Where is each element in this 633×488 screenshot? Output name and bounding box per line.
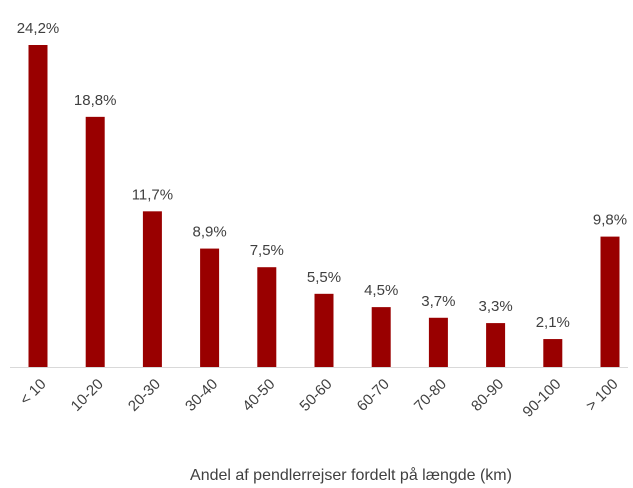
value-label: 11,7% [132, 186, 173, 203]
bar [314, 293, 334, 367]
x-tick-label: 60-70 [354, 376, 393, 415]
value-label: 18,8% [74, 92, 117, 109]
bar [85, 116, 105, 367]
bar [200, 248, 220, 367]
x-tick-label: > 100 [583, 376, 622, 415]
bar [28, 45, 48, 367]
value-label: 2,1% [536, 314, 570, 331]
x-tick-label: 80-90 [468, 376, 507, 415]
value-label: 3,7% [421, 293, 455, 310]
value-label: 8,9% [192, 224, 226, 241]
x-tick-label: 50-60 [296, 376, 335, 415]
x-tick-label: 40-50 [239, 376, 278, 415]
x-axis-title: Andel af pendlerrejser fordelt på længde… [190, 466, 512, 484]
x-tick-label: 30-40 [182, 376, 221, 415]
value-label: 4,5% [364, 282, 398, 299]
bar [257, 267, 277, 367]
x-tick-label: 70-80 [411, 376, 450, 415]
value-label: 3,3% [478, 298, 512, 315]
x-tick-label: 10-20 [68, 376, 107, 415]
value-label: 7,5% [250, 242, 284, 259]
bar [428, 317, 448, 367]
bar [486, 323, 506, 367]
bar [600, 236, 620, 367]
bar [142, 211, 162, 367]
value-label: 9,8% [593, 212, 627, 229]
value-label: 24,2% [17, 20, 60, 37]
bar [543, 339, 563, 367]
value-label: 5,5% [307, 269, 341, 286]
bar [371, 307, 391, 367]
x-tick-label: 20-30 [125, 376, 164, 415]
x-tick-label: < 10 [17, 376, 50, 409]
x-tick-label: 90-100 [519, 376, 564, 421]
